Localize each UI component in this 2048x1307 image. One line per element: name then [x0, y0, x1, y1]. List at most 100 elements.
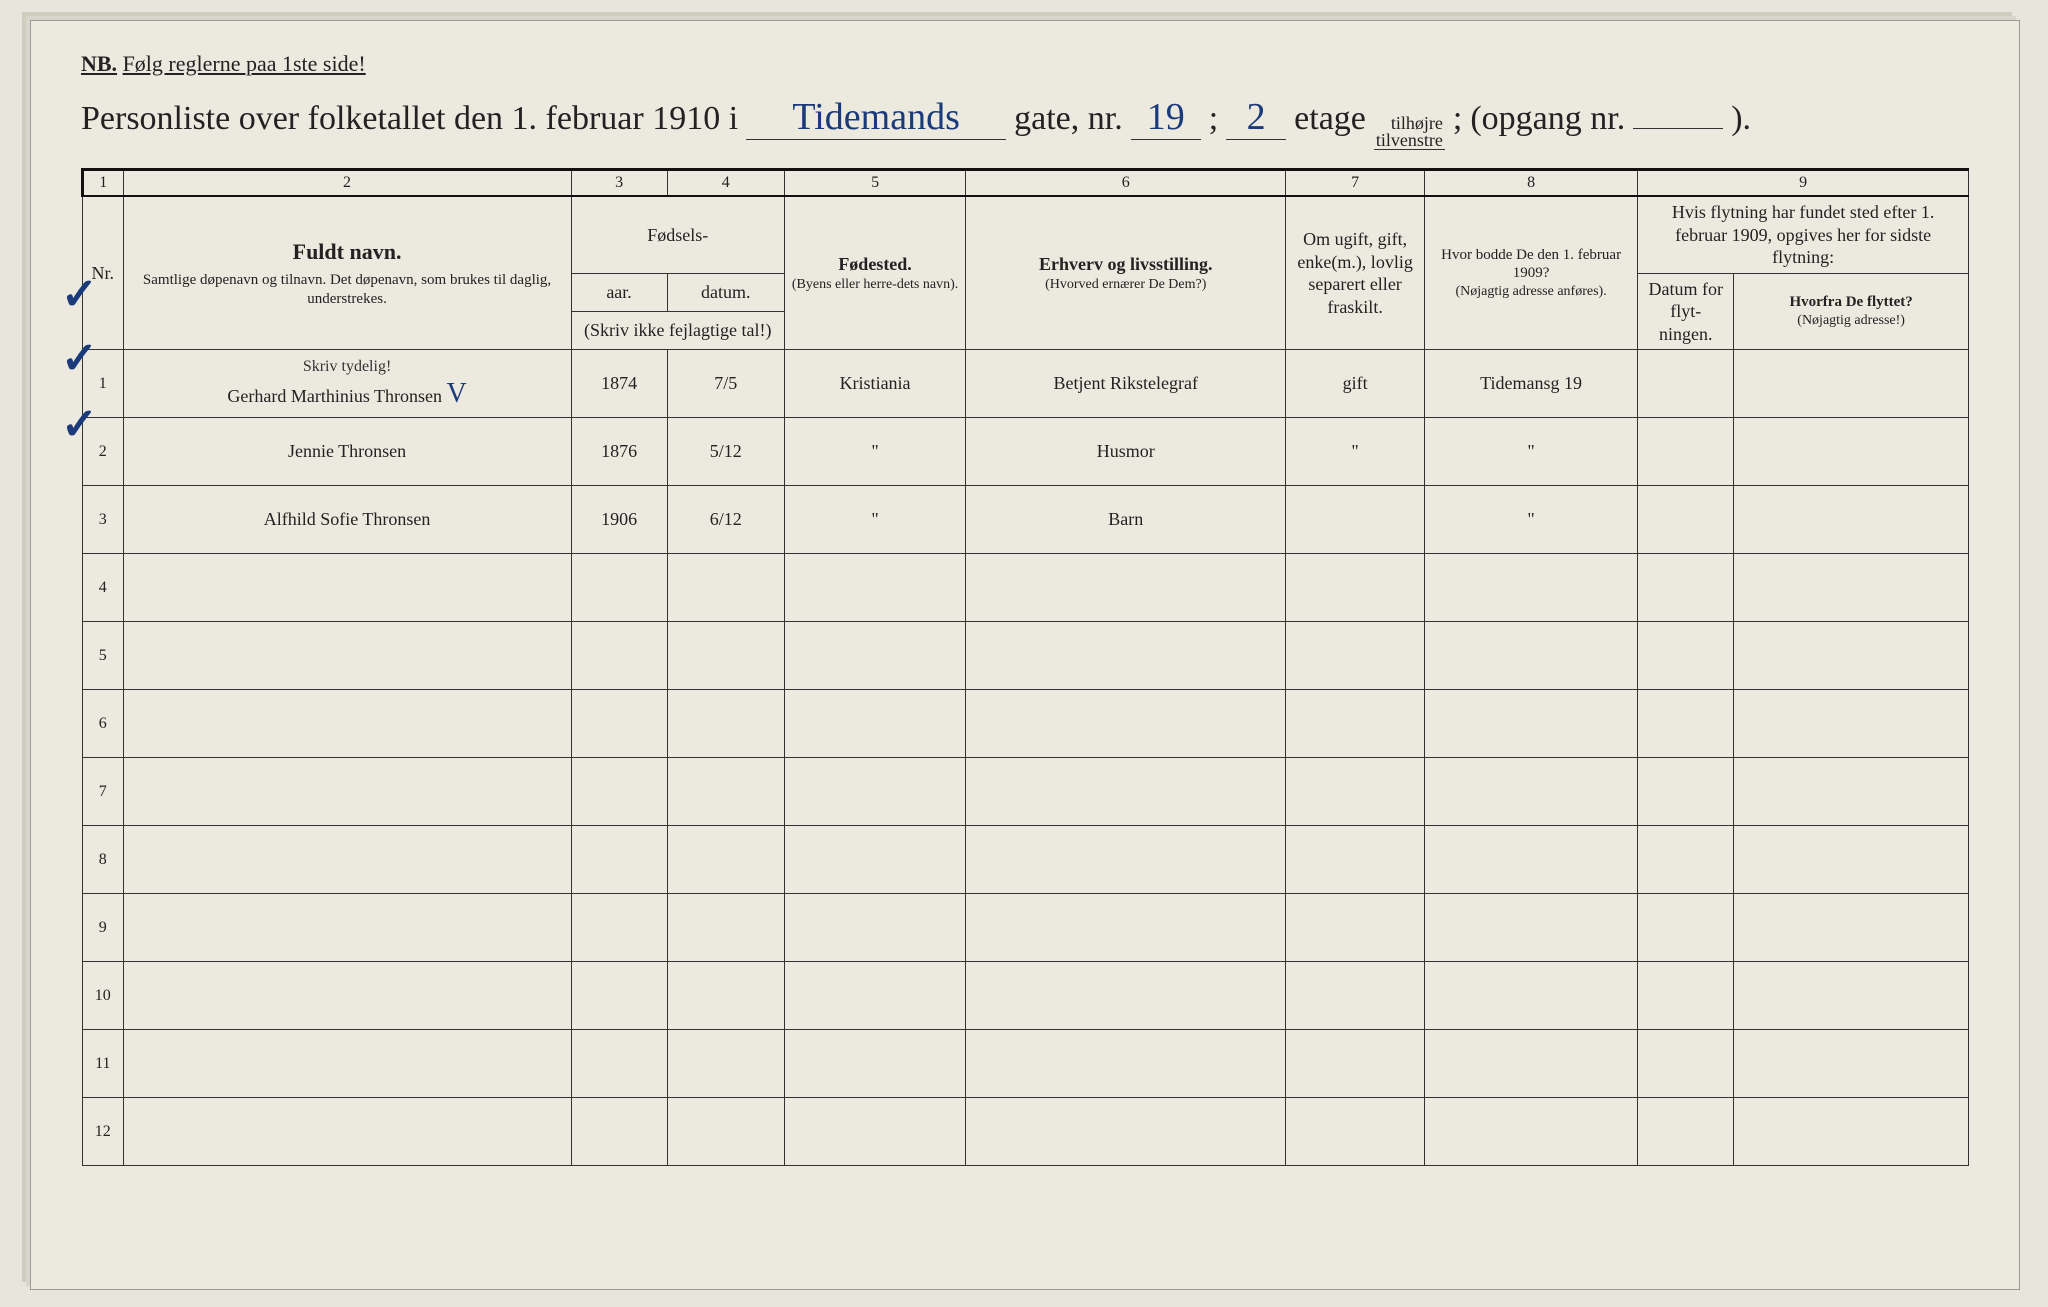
cell-marital [1286, 826, 1425, 894]
cell-year [571, 622, 667, 690]
hdr-birth-note: (Skriv ikke fejlagtige tal!) [571, 311, 784, 349]
cell-birthplace [784, 894, 965, 962]
header-row-1: Nr. Fuldt navn. Samtlige døpenavn og til… [83, 196, 1969, 273]
cell-name [123, 826, 571, 894]
cell-move-date [1638, 1098, 1734, 1166]
row-number: 7 [83, 758, 124, 826]
cell-birthplace: Kristiania [784, 350, 965, 418]
table-body: 1Skriv tydelig!Gerhard Marthinius Throns… [83, 350, 1969, 1166]
cell-occupation: Betjent Rikstelegraf [966, 350, 1286, 418]
nb-label: NB. [81, 51, 117, 76]
cell-marital: " [1286, 418, 1425, 486]
cell-date [667, 894, 784, 962]
cell-name [123, 554, 571, 622]
cell-date: 5/12 [667, 418, 784, 486]
cell-addr1909 [1424, 894, 1637, 962]
cell-move-date [1638, 962, 1734, 1030]
cell-year [571, 1030, 667, 1098]
cell-name [123, 758, 571, 826]
cell-move-from [1734, 622, 1969, 690]
side-stack: tilhøjre tilvenstre [1374, 115, 1445, 150]
row-number: 6 [83, 690, 124, 758]
cell-move-date [1638, 350, 1734, 418]
cell-occupation [966, 622, 1286, 690]
cell-year: 1876 [571, 418, 667, 486]
cell-name [123, 894, 571, 962]
cell-name [123, 1098, 571, 1166]
house-number: 19 [1131, 95, 1201, 140]
cell-birthplace [784, 826, 965, 894]
colnum: 8 [1424, 170, 1637, 197]
cell-addr1909 [1424, 1098, 1637, 1166]
colnum: 9 [1638, 170, 1969, 197]
floor-number: 2 [1226, 95, 1286, 140]
colnum: 2 [123, 170, 571, 197]
cell-move-from [1734, 1030, 1969, 1098]
cell-birthplace: " [784, 486, 965, 554]
colnum: 4 [667, 170, 784, 197]
hdr-move-date: Datum for flyt-ningen. [1638, 273, 1734, 350]
nb-text: Følg reglerne paa 1ste side! [123, 51, 366, 76]
cell-year [571, 1098, 667, 1166]
colnum: 5 [784, 170, 965, 197]
cell-year [571, 826, 667, 894]
margin-check-icon: ✓ [61, 399, 98, 450]
table-row: 2Jennie Thronsen18765/12"Husmor"" [83, 418, 1969, 486]
colnum: 3 [571, 170, 667, 197]
table-row: 12 [83, 1098, 1969, 1166]
cell-occupation [966, 894, 1286, 962]
cell-marital: gift [1286, 350, 1425, 418]
cell-marital [1286, 690, 1425, 758]
cell-birthplace [784, 554, 965, 622]
cell-name: Jennie Thronsen [123, 418, 571, 486]
cell-date [667, 690, 784, 758]
sep: ; [1209, 100, 1218, 138]
semi: ; [1453, 100, 1462, 138]
table-row: 9 [83, 894, 1969, 962]
hdr-move: Hvis flytning har fundet sted efter 1. f… [1638, 196, 1969, 273]
cell-move-date [1638, 690, 1734, 758]
cell-marital [1286, 486, 1425, 554]
hdr-year: aar. [571, 273, 667, 311]
table-row: 1Skriv tydelig!Gerhard Marthinius Throns… [83, 350, 1969, 418]
cell-occupation [966, 690, 1286, 758]
cell-addr1909 [1424, 554, 1637, 622]
hdr-1909: Hvor bodde De den 1. februar 1909? (Nøja… [1424, 196, 1637, 350]
cell-birthplace [784, 1030, 965, 1098]
cell-birthplace [784, 962, 965, 1030]
cell-move-date [1638, 486, 1734, 554]
cell-addr1909: Tidemansg 19 [1424, 350, 1637, 418]
cell-date [667, 622, 784, 690]
v-mark: V [446, 378, 466, 409]
hdr-marital: Om ugift, gift, enke(m.), lovlig separer… [1286, 196, 1425, 350]
cell-birthplace [784, 1098, 965, 1166]
hdr-occ: Erhverv og livsstilling. (Hvorved ernære… [966, 196, 1286, 350]
cell-move-date [1638, 418, 1734, 486]
cell-move-date [1638, 894, 1734, 962]
hdr-bp: Fødested. (Byens eller herre-dets navn). [784, 196, 965, 350]
opgang-label: (opgang nr. [1470, 100, 1625, 138]
cell-name: Skriv tydelig!Gerhard Marthinius Thronse… [123, 350, 571, 418]
table-row: 11 [83, 1030, 1969, 1098]
census-form-page: NB. Følg reglerne paa 1ste side! Personl… [30, 20, 2020, 1290]
cell-date [667, 554, 784, 622]
cell-year: 1906 [571, 486, 667, 554]
cell-move-from [1734, 418, 1969, 486]
hdr-occ-sub: (Hvorved ernærer De Dem?) [972, 276, 1279, 294]
cell-name [123, 690, 571, 758]
cell-move-date [1638, 826, 1734, 894]
cell-date [667, 1098, 784, 1166]
title-lead: Personliste over folketallet den 1. febr… [81, 100, 738, 138]
cell-marital [1286, 894, 1425, 962]
hdr-1909-sub: (Nøjagtig adresse anføres). [1431, 283, 1631, 301]
cell-addr1909 [1424, 826, 1637, 894]
skriv-tydelig: Skriv tydelig! [130, 358, 565, 376]
cell-move-from [1734, 894, 1969, 962]
street-name: Tidemands [746, 95, 1006, 140]
hdr-name-title: Fuldt navn. [130, 238, 565, 266]
cell-date [667, 1030, 784, 1098]
cell-addr1909 [1424, 690, 1637, 758]
cell-marital [1286, 758, 1425, 826]
row-number: 5 [83, 622, 124, 690]
hdr-date: datum. [667, 273, 784, 311]
